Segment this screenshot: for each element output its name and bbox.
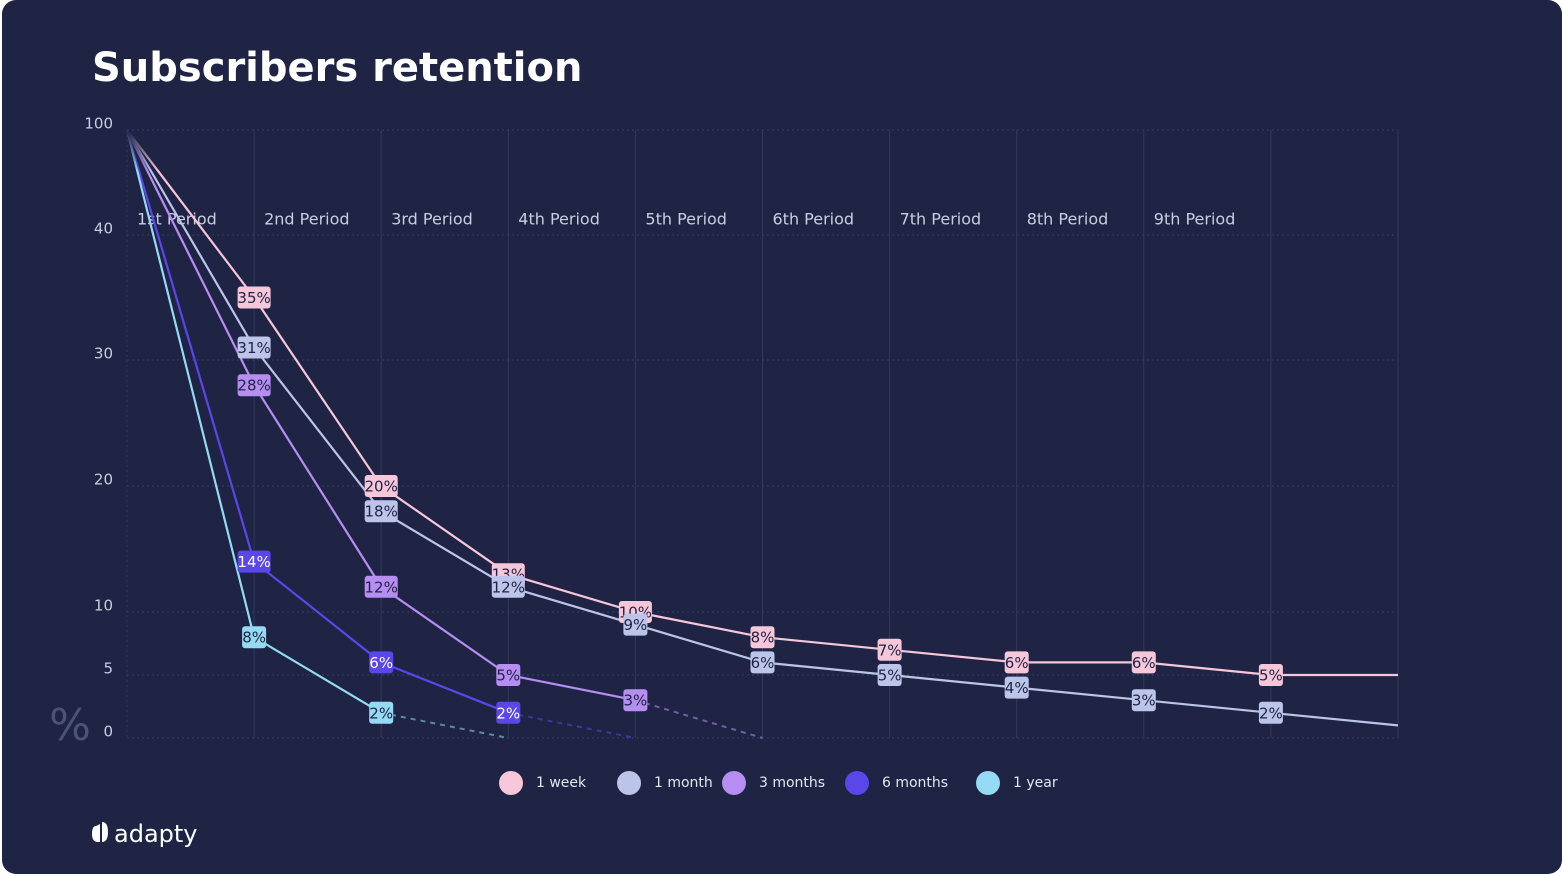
data-label: 5% bbox=[496, 667, 520, 685]
y-tick-label: 40 bbox=[94, 220, 113, 238]
data-label: 6% bbox=[1132, 654, 1156, 672]
series-line bbox=[125, 129, 509, 714]
data-label: 35% bbox=[237, 289, 270, 307]
data-label-box bbox=[369, 701, 394, 724]
data-label-box bbox=[750, 651, 775, 674]
data-label: 18% bbox=[365, 503, 398, 521]
x-tick-label: 8th Period bbox=[1027, 210, 1109, 229]
data-label: 3% bbox=[624, 692, 648, 710]
data-label: 14% bbox=[237, 553, 270, 571]
data-label-box bbox=[237, 286, 271, 309]
brand-name: adapty bbox=[114, 820, 198, 848]
y-tick-label: 5 bbox=[103, 660, 113, 678]
data-label: 2% bbox=[496, 704, 520, 722]
data-label: 5% bbox=[1259, 667, 1283, 685]
legend-swatch bbox=[722, 771, 746, 795]
x-tick-label: 2nd Period bbox=[264, 210, 349, 229]
data-label-box bbox=[1004, 651, 1029, 674]
data-label-box bbox=[1004, 676, 1029, 699]
legend-swatch bbox=[976, 771, 1000, 795]
data-label-box bbox=[364, 500, 398, 523]
data-label-box bbox=[750, 626, 775, 649]
data-label-box bbox=[1258, 701, 1283, 724]
data-label-box bbox=[237, 550, 271, 573]
data-label-box bbox=[364, 475, 398, 497]
data-label-box bbox=[877, 664, 902, 686]
brand-logo bbox=[92, 822, 108, 842]
data-label-box bbox=[1258, 664, 1283, 686]
data-label-box bbox=[491, 575, 525, 598]
data-label-box bbox=[237, 336, 271, 359]
data-label: 28% bbox=[237, 377, 270, 395]
y-axis-label: % bbox=[49, 700, 91, 751]
data-label-box bbox=[496, 664, 521, 686]
data-label: 6% bbox=[369, 654, 393, 672]
data-label: 2% bbox=[1259, 704, 1283, 722]
legend-label: 1 month bbox=[654, 775, 713, 791]
legend-swatch bbox=[499, 771, 523, 795]
data-label: 3% bbox=[1132, 692, 1156, 710]
data-label-box bbox=[237, 374, 271, 397]
projection-line bbox=[381, 711, 509, 739]
data-label: 6% bbox=[1005, 654, 1029, 672]
data-label: 7% bbox=[878, 641, 902, 659]
data-label: 12% bbox=[492, 578, 525, 596]
legend-label: 1 year bbox=[1013, 775, 1058, 791]
data-label: 9% bbox=[624, 616, 648, 634]
data-label-box bbox=[1131, 651, 1156, 674]
data-label-box bbox=[623, 613, 648, 636]
data-label-box bbox=[623, 689, 648, 712]
data-label-box bbox=[496, 701, 521, 724]
data-label-box bbox=[877, 638, 902, 661]
data-label: 12% bbox=[365, 578, 398, 596]
data-label: 8% bbox=[751, 629, 775, 647]
x-tick-label: 6th Period bbox=[773, 210, 855, 229]
data-label: 2% bbox=[369, 704, 393, 722]
legend-label: 1 week bbox=[536, 775, 587, 791]
y-tick-label: 20 bbox=[94, 471, 113, 489]
data-label-box bbox=[364, 575, 398, 598]
legend-swatch bbox=[845, 771, 869, 795]
data-label: 4% bbox=[1005, 679, 1029, 697]
projection-line bbox=[508, 711, 636, 739]
y-tick-label: 10 bbox=[94, 597, 113, 615]
data-label: 20% bbox=[365, 478, 398, 496]
x-tick-label: 5th Period bbox=[645, 210, 727, 229]
data-label: 8% bbox=[242, 629, 266, 647]
legend-swatch bbox=[617, 771, 641, 795]
data-label: 6% bbox=[751, 654, 775, 672]
y-tick-label: 0 bbox=[103, 723, 113, 741]
legend-label: 3 months bbox=[759, 775, 825, 791]
data-label: 5% bbox=[878, 667, 902, 685]
data-label-box bbox=[1131, 689, 1156, 712]
x-tick-label: 7th Period bbox=[900, 210, 982, 229]
projection-line bbox=[635, 699, 763, 739]
chart-title: Subscribers retention bbox=[92, 45, 582, 91]
data-label: 31% bbox=[237, 339, 270, 357]
data-label-box bbox=[242, 626, 267, 649]
legend-label: 6 months bbox=[882, 775, 948, 791]
data-label-box bbox=[369, 651, 394, 674]
y-tick-label: 100 bbox=[84, 115, 113, 133]
x-tick-label: 4th Period bbox=[518, 210, 600, 229]
x-tick-label: 9th Period bbox=[1154, 210, 1236, 229]
x-tick-label: 3rd Period bbox=[391, 210, 473, 229]
y-tick-label: 30 bbox=[94, 345, 113, 363]
